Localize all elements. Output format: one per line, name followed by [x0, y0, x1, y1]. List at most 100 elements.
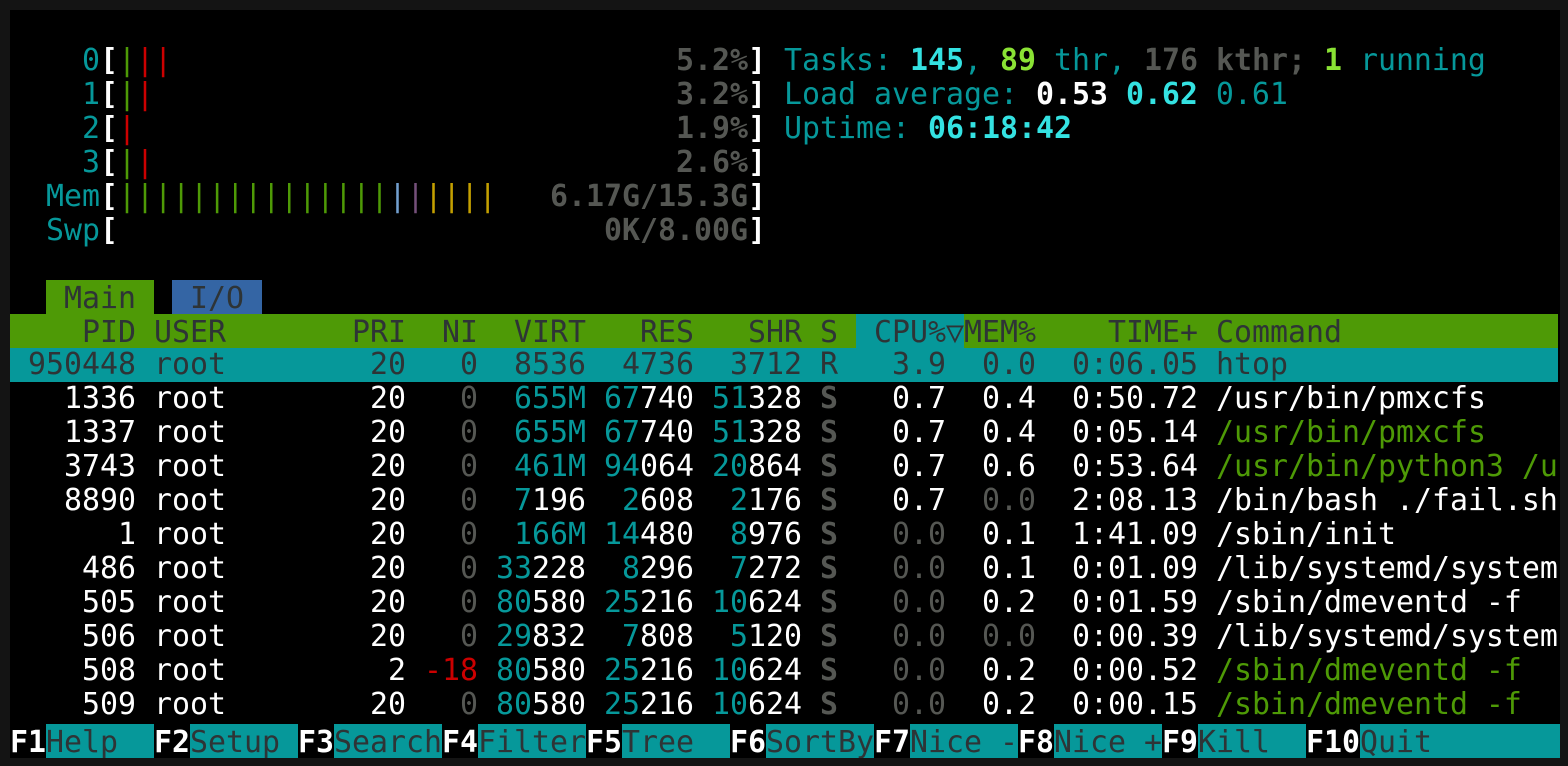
cell-ni: 0: [460, 687, 478, 722]
cell-time: 0:00.15: [1072, 687, 1198, 722]
process-row-selected[interactable]: 950448 root 20 0 8536 4736 3712 R 3.9 0.0 0:06.05 h…: [10, 348, 1558, 382]
meter-bar-used: |: [172, 179, 191, 214]
fkey-label-quit[interactable]: Quit: [1360, 724, 1560, 758]
load-label: Load average:: [784, 77, 1036, 112]
fkey-label-filter[interactable]: Filter: [478, 724, 586, 758]
fkey-f4[interactable]: F4: [442, 725, 478, 758]
cell-mem: 0.2: [982, 687, 1036, 722]
fkey-label-sortby[interactable]: SortBy: [766, 724, 874, 758]
col-pid[interactable]: PID: [82, 315, 136, 350]
cell-cpu: 0.0: [892, 619, 946, 654]
bracket-open: [: [100, 77, 118, 112]
cell-virt: 7196: [514, 483, 586, 518]
meter-label: Mem: [46, 179, 100, 214]
fkey-f9[interactable]: F9: [1162, 725, 1198, 758]
threads-count: 89: [999, 43, 1036, 78]
col-state[interactable]: S: [820, 315, 838, 350]
cell-user: root: [154, 483, 226, 518]
cell-ni: 0: [460, 347, 478, 382]
process-row[interactable]: 1 root 20 0 166M 14480 8976 S 0.0 0.1 1:41.09/sbin…: [10, 518, 1560, 552]
meter-label: 3: [82, 145, 100, 180]
cell-s: S: [820, 415, 838, 450]
cell-time: 2:08.13: [1072, 483, 1198, 518]
cell-virt: 80580: [496, 653, 586, 688]
cell-shr: 51328: [712, 415, 802, 450]
fkey-f2[interactable]: F2: [154, 725, 190, 758]
bracket-open: [: [100, 43, 118, 78]
fkey-f1[interactable]: F1: [10, 725, 46, 758]
cell-cpu: 0.7: [892, 449, 946, 484]
tasks-summary: Tasks: 145, 89 thr, 176 kthr; 1 running: [784, 44, 1486, 78]
col-shr[interactable]: SHR: [748, 315, 802, 350]
process-row[interactable]: 1337 root 20 0 655M 67740 51328 S 0.7 0.4 0:05.14 /…: [10, 416, 1560, 450]
cell-cpu: 0.0: [892, 585, 946, 620]
uptime: Uptime: 06:18:42: [784, 112, 1072, 146]
fkey-f10[interactable]: F10: [1306, 725, 1360, 758]
running-count: 1: [1323, 43, 1342, 78]
bracket-open: [: [100, 179, 118, 214]
fkey-f3[interactable]: F3: [298, 725, 334, 758]
meter-bar-shared: |: [406, 179, 425, 214]
cell-command: /sbin/dmeventd -f: [1216, 586, 1522, 620]
col-res[interactable]: RES: [640, 315, 694, 350]
cell-pri: 20: [370, 585, 406, 620]
fkey-f7[interactable]: F7: [874, 725, 910, 758]
col-user[interactable]: USER: [154, 315, 226, 350]
cell-user: root: [154, 585, 226, 620]
meter-bar-used: |: [262, 179, 281, 214]
cell-pri: 20: [370, 381, 406, 416]
cell-cpu: 0.0: [892, 653, 946, 688]
load-average: Load average: 0.53 0.62 0.61: [784, 78, 1288, 112]
cell-mem: 0.0: [982, 347, 1036, 382]
process-row[interactable]: 8890 root 20 0 7196 2608 2176 S 0.7 0.0 2:08.13/bi…: [10, 484, 1560, 518]
cell-s: S: [820, 483, 838, 518]
fkey-label-help[interactable]: Help: [46, 724, 154, 758]
fkey-label-setup[interactable]: Setup: [190, 724, 298, 758]
tab-main[interactable]: Main: [46, 280, 154, 316]
fkey-label-nice[interactable]: Nice +: [1054, 724, 1162, 758]
meter-bar-used: |: [154, 179, 173, 214]
cell-mem: 0.1: [982, 551, 1036, 586]
meter-bars: |: [118, 112, 136, 146]
fkey-label-kill[interactable]: Kill: [1198, 724, 1306, 758]
meter-bar-cache: |: [460, 179, 479, 214]
cell-user: root: [154, 653, 226, 688]
fkey-label-tree[interactable]: Tree: [622, 724, 730, 758]
fkey-f6[interactable]: F6: [730, 725, 766, 758]
col-cpu-sorted[interactable]: CPU%▽: [856, 314, 964, 352]
fkey-f5[interactable]: F5: [586, 725, 622, 758]
process-row[interactable]: 509 root 20 0 80580 25216 10624 S 0.0 0.2 0:00.15 /…: [10, 688, 1560, 722]
col-ni[interactable]: NI: [442, 315, 478, 350]
tab-io[interactable]: I/O: [172, 280, 262, 316]
fkey-f8[interactable]: F8: [1018, 725, 1054, 758]
bracket-close: ]: [748, 77, 766, 112]
process-row[interactable]: 1336 root 20 0 655M 67740 51328 S 0.7 0.4 0:50.72 /…: [10, 382, 1560, 416]
load-5: 0.62: [1125, 77, 1198, 112]
process-row[interactable]: 3743 root 20 0 461M 94064 20864 S 0.7 0.6 0:53.64 /…: [10, 450, 1560, 484]
meter-3: 3[|| 2.6%]: [10, 146, 766, 180]
col-time[interactable]: TIME+: [1108, 315, 1198, 350]
sep: ,: [963, 43, 1000, 78]
meter-bar-cache: |: [424, 179, 443, 214]
cell-virt: 166M: [514, 517, 586, 552]
col-virt[interactable]: VIRT: [514, 315, 586, 350]
cell-user: root: [154, 449, 226, 484]
meter-bar-cache: |: [442, 179, 461, 214]
cell-res: 25216: [604, 653, 694, 688]
process-row[interactable]: 506 root 20 0 29832 7808 5120 S 0.0 0.0 0:00.39/li…: [10, 620, 1560, 654]
cell-ni: 0: [460, 551, 478, 586]
col-pri[interactable]: PRI: [352, 315, 406, 350]
cell-pid: 486: [82, 551, 136, 586]
cell-mem: 0.6: [982, 449, 1036, 484]
col-command[interactable]: Command: [1216, 315, 1342, 350]
process-row[interactable]: 508 root 2 -18 80580 25216 10624 S 0.0 0.2 0:00.52…: [10, 654, 1560, 688]
fkey-label-nice[interactable]: Nice -: [910, 724, 1018, 758]
cell-cpu: 0.7: [892, 483, 946, 518]
process-row[interactable]: 486 root 20 0 33228 8296 7272 S 0.0 0.1 0:01.09/li…: [10, 552, 1560, 586]
cell-shr: 5120: [730, 619, 802, 654]
fkey-label-search[interactable]: Search: [334, 724, 442, 758]
meter-bar-normal: |: [118, 43, 137, 78]
col-mem[interactable]: MEM%: [964, 315, 1036, 350]
process-row[interactable]: 505 root 20 0 80580 25216 10624 S 0.0 0.2 0:01.59 /…: [10, 586, 1560, 620]
cell-s: S: [820, 687, 838, 722]
